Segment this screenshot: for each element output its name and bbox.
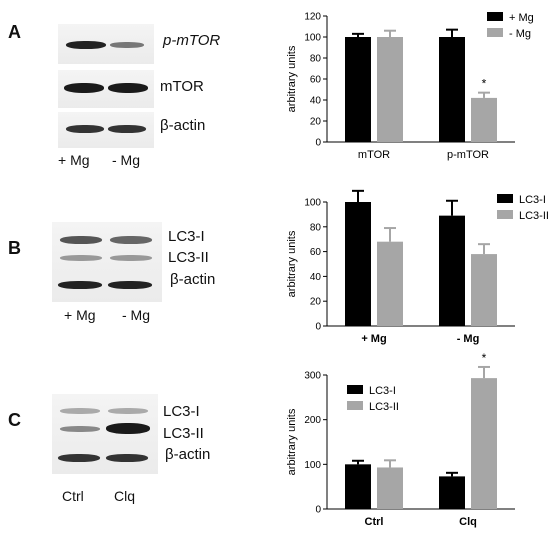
y-tick-label: 20 [310, 117, 322, 128]
y-tick-label: 100 [304, 198, 321, 209]
bar [439, 476, 465, 509]
y-tick-label: 100 [304, 33, 321, 44]
lane-label-c-2: Clq [114, 488, 136, 504]
bar [345, 37, 371, 142]
y-tick-label: 120 [304, 12, 321, 23]
significance-marker: * [482, 77, 487, 91]
y-tick-label: 80 [310, 222, 322, 233]
blot-a-row2 [58, 70, 154, 108]
legend-swatch [347, 385, 363, 394]
legend-label: LC3-I [519, 194, 546, 206]
y-tick-label: 0 [315, 505, 321, 516]
bar [471, 97, 497, 142]
lane-label-a-1: + Mg [58, 152, 90, 168]
legend-label: LC3-II [369, 401, 399, 413]
blot-a-row3 [58, 112, 154, 148]
y-tick-label: 60 [310, 247, 322, 258]
legend-swatch [347, 401, 363, 410]
band-c-lc3ii-lane2 [106, 423, 150, 434]
band-b-lc3ii-lane2 [110, 255, 152, 261]
band-c-actin-lane2 [106, 454, 148, 462]
y-tick-label: 100 [304, 460, 321, 471]
bar [377, 467, 403, 509]
significance-marker: * [482, 351, 487, 365]
x-tick-label: p-mTOR [447, 149, 489, 161]
blot-label-c-1: LC3-I [163, 403, 200, 420]
legend-swatch [497, 210, 513, 219]
blot-label-b-2: LC3-II [168, 249, 209, 266]
band-a-mtor-lane1 [64, 83, 104, 93]
bar [471, 378, 497, 509]
band-c-lc3ii-lane1 [60, 426, 100, 432]
bar [377, 241, 403, 326]
blot-label-b-3: β-actin [170, 271, 216, 288]
blot-label-c-2: LC3-II [163, 425, 204, 442]
legend-swatch [487, 12, 503, 21]
y-tick-label: 40 [310, 96, 322, 107]
panel-letter-a: A [8, 22, 21, 42]
blot-label-c-3: β-actin [165, 446, 211, 463]
x-tick-label: Clq [459, 516, 477, 528]
blot-label-a-2: mTOR [160, 78, 204, 95]
y-axis-label: arbitrary units [286, 230, 298, 297]
bar [439, 37, 465, 142]
legend-swatch [487, 28, 503, 37]
x-tick-label: + Mg [361, 333, 386, 345]
panel-letter-c: C [8, 410, 21, 430]
lane-label-b-1: + Mg [64, 307, 96, 323]
band-a-pmtor-lane1 [66, 41, 106, 49]
y-tick-label: 300 [304, 371, 321, 382]
band-a-pmtor-lane2 [110, 42, 144, 48]
y-tick-label: 0 [315, 138, 321, 149]
y-tick-label: 0 [315, 322, 321, 333]
blot-c [52, 394, 158, 474]
blot-label-b-1: LC3-I [168, 228, 205, 245]
x-tick-label: - Mg [457, 333, 480, 345]
band-b-actin-lane2 [108, 281, 152, 289]
band-a-actin-lane1 [66, 125, 104, 133]
band-c-lc3i-lane2 [108, 408, 148, 414]
bar [471, 254, 497, 326]
y-tick-label: 20 [310, 297, 322, 308]
lane-label-c-1: Ctrl [62, 488, 84, 504]
band-c-lc3i-lane1 [60, 408, 100, 414]
band-b-lc3i-lane2 [110, 236, 152, 244]
bar-chart-b: 0 20 40 60 80 100 arbitrary units + Mg - Mg LC3-I… [286, 189, 549, 345]
y-tick-label: 40 [310, 272, 322, 283]
bar [345, 464, 371, 509]
bar [345, 202, 371, 326]
y-axis-label: arbitrary units [286, 45, 298, 112]
band-b-lc3ii-lane1 [60, 255, 102, 261]
band-a-actin-lane2 [108, 125, 146, 133]
legend-label: LC3-I [369, 385, 396, 397]
blot-label-a-3: β-actin [160, 117, 206, 134]
legend-swatch [497, 194, 513, 203]
x-tick-label: mTOR [358, 149, 390, 161]
y-axis-label: arbitrary units [286, 408, 298, 475]
legend-label: LC3-II [519, 210, 549, 222]
blot-a-row1 [58, 24, 154, 64]
bar [439, 215, 465, 326]
x-tick-label: Ctrl [365, 516, 384, 528]
legend-label: + Mg [509, 12, 534, 24]
band-b-lc3i-lane1 [60, 236, 102, 244]
lane-label-b-2: - Mg [122, 307, 150, 323]
bar-chart-c: 0 100 200 300 arbitrary units Ctrl * Clq LC3-I LC… [286, 351, 515, 528]
panel-letter-b: B [8, 238, 21, 258]
legend-label: - Mg [509, 28, 531, 40]
y-tick-label: 200 [304, 415, 321, 426]
band-c-actin-lane1 [58, 454, 100, 462]
lane-label-a-2: - Mg [112, 152, 140, 168]
band-a-mtor-lane2 [108, 83, 148, 93]
y-tick-label: 60 [310, 75, 322, 86]
y-tick-label: 80 [310, 54, 322, 65]
blot-b [52, 222, 162, 302]
band-b-actin-lane1 [58, 281, 102, 289]
bar [377, 37, 403, 142]
bar-chart-a: 0 20 40 60 80 100 120 arbitrary units mTOR * p-mTO… [286, 12, 534, 162]
blot-label-a-1: p-mTOR [163, 32, 221, 49]
